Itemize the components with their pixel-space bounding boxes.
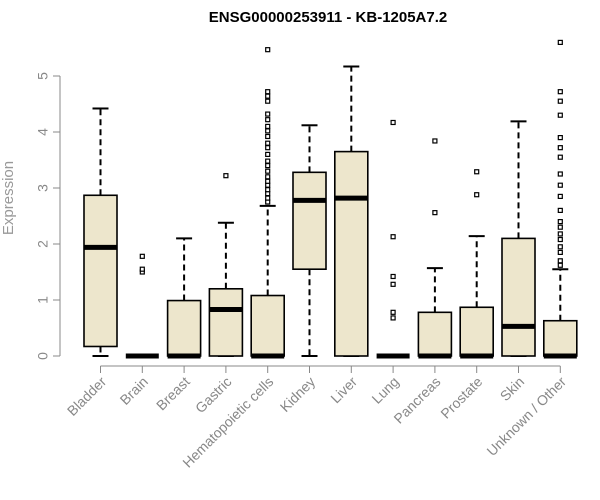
outlier-point (265, 93, 271, 99)
outlier-point (265, 195, 271, 201)
box-kidney (292, 124, 327, 357)
outlier-point (557, 231, 563, 237)
outlier-point (265, 178, 271, 184)
x-tick-label: Kidney (277, 373, 319, 415)
outlier-point (390, 315, 396, 321)
iqr-box (542, 319, 578, 357)
y-tick-label: 3 (35, 184, 51, 192)
outlier-point (557, 249, 563, 255)
box-brain (125, 253, 159, 359)
outlier-point (390, 234, 396, 240)
outlier-point (557, 236, 563, 243)
x-tick-label: Breast (153, 373, 193, 413)
box-breast (166, 237, 202, 359)
iqr-box (417, 311, 453, 357)
y-tick-label: 0 (35, 352, 51, 360)
outlier-point (474, 169, 480, 175)
outlier-point (265, 98, 271, 104)
outlier-point (557, 224, 563, 230)
outlier-point (557, 207, 563, 213)
chart-title: ENSG00000253911 - KB-1205A7.2 (209, 9, 448, 26)
box-skin (501, 120, 536, 357)
outlier-point (390, 119, 396, 126)
box-hematopoietic-cells (250, 47, 285, 359)
outlier-point (557, 258, 563, 264)
outlier-point (557, 171, 563, 177)
outlier-point (557, 98, 563, 104)
outlier-point (557, 154, 563, 160)
outlier-point (265, 111, 271, 117)
outlier-point (265, 168, 271, 174)
x-tick-label: Prostate (437, 373, 485, 421)
x-tick-label: Brain (117, 373, 151, 407)
outlier-point (557, 135, 563, 141)
outlier-point (557, 262, 563, 268)
box-bladder (83, 107, 118, 357)
outlier-point (390, 273, 396, 280)
outlier-point (265, 163, 271, 169)
outlier-point (557, 145, 563, 151)
y-axis: 0 1 2 3 4 5 (35, 72, 61, 360)
outlier-point (265, 117, 271, 123)
outlier-point (139, 253, 145, 259)
iqr-box (208, 287, 244, 357)
outlier-point (265, 145, 271, 151)
iqr-box (333, 150, 369, 357)
outlier-point (432, 210, 438, 216)
outlier-point (139, 266, 145, 272)
x-tick-label: Unknown / Other (483, 373, 569, 459)
outlier-point (265, 47, 271, 53)
outlier-point (265, 187, 271, 193)
box-liver (333, 65, 369, 357)
outlier-point (265, 133, 271, 140)
iqr-box (459, 306, 495, 357)
box-pancreas (417, 138, 453, 359)
outlier-point (557, 39, 563, 46)
outlier-point (557, 182, 563, 188)
outlier-point (223, 173, 229, 179)
outlier-point (265, 123, 271, 130)
x-tick-label: Bladder (64, 373, 110, 419)
outlier-point (557, 219, 563, 225)
outlier-point (432, 138, 438, 144)
iqr-box (83, 194, 118, 348)
iqr-box (501, 237, 536, 357)
y-tick-label: 5 (35, 72, 51, 80)
outlier-point (265, 128, 271, 134)
iqr-box (292, 171, 327, 271)
y-tick-label: 4 (35, 128, 51, 136)
outlier-point (265, 151, 271, 157)
x-tick-label: Lung (368, 373, 401, 406)
outlier-point (265, 158, 271, 164)
outlier-point (390, 281, 396, 287)
y-tick-label: 2 (35, 240, 51, 248)
box-gastric (208, 173, 244, 357)
outlier-point (265, 174, 271, 180)
box-prostate (459, 169, 495, 359)
iqr-box (250, 294, 285, 357)
y-axis-title: Expression (0, 161, 17, 235)
outlier-point (265, 89, 271, 95)
outlier-point (557, 244, 563, 250)
box-lung (376, 119, 410, 359)
outlier-point (557, 89, 563, 95)
outlier-point (557, 112, 563, 118)
x-tick-label: Skin (497, 373, 528, 404)
outlier-point (474, 192, 480, 198)
iqr-box (166, 299, 202, 357)
box-series (83, 39, 578, 359)
x-tick-label: Liver (327, 373, 360, 406)
outlier-point (265, 140, 271, 146)
outlier-point (390, 309, 396, 315)
outlier-point (557, 193, 563, 199)
box-unknown-other (542, 39, 578, 359)
y-tick-label: 1 (35, 296, 51, 304)
